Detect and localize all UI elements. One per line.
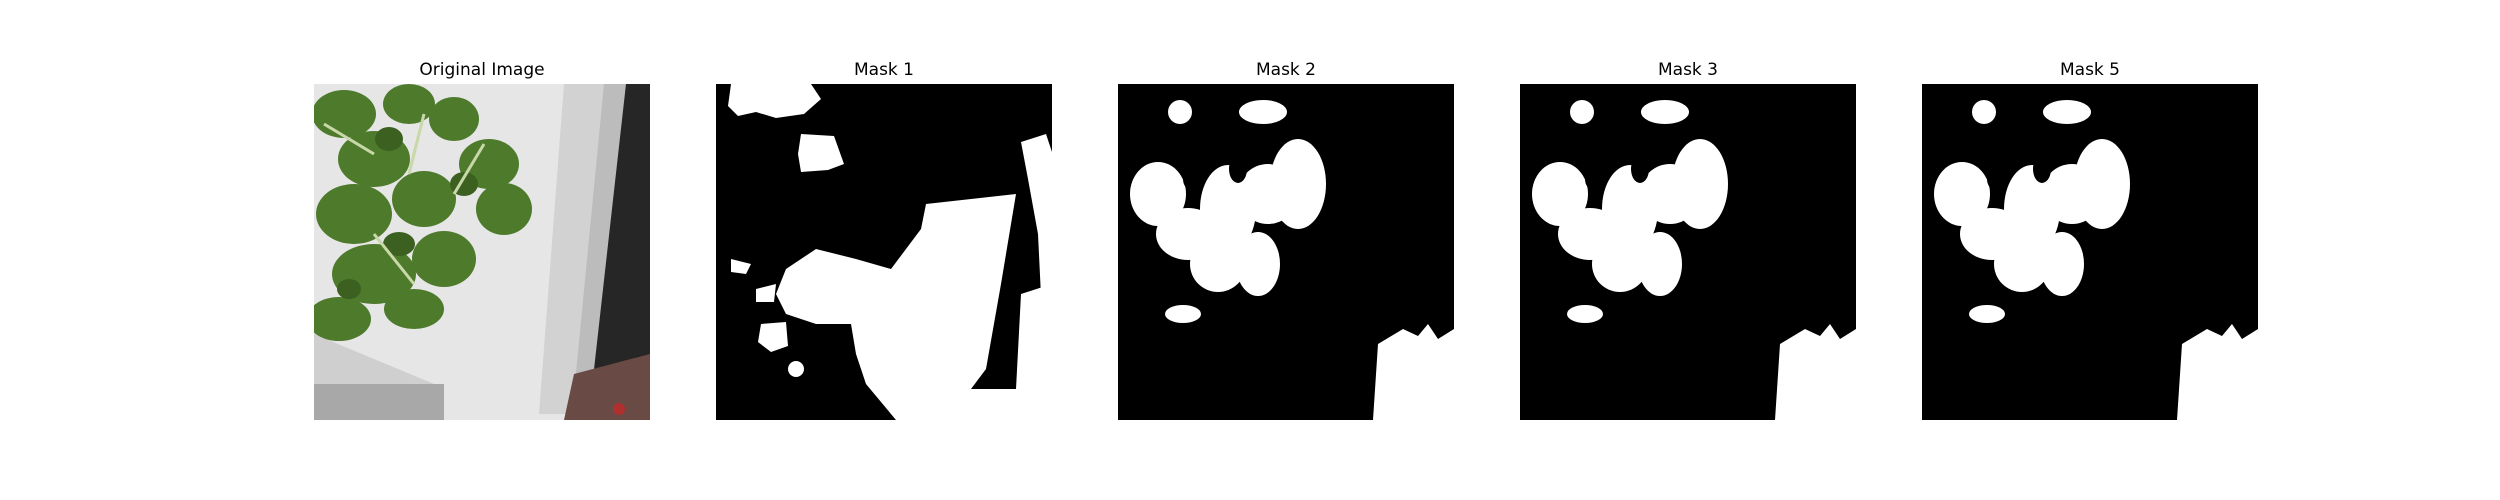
panel-title: Mask 2 [1255,60,1316,80]
mask-2-illustration [1118,84,1454,420]
mask-2-foreground [1130,100,1454,420]
mask-5-image [1922,84,2258,420]
mask-3-foreground [1532,100,1856,420]
plant-photo-illustration [314,84,650,420]
panel-title: Mask 5 [2059,60,2120,80]
mask-1-image [716,84,1052,420]
mask-5-illustration [1922,84,2258,420]
mask-2-image [1118,84,1454,420]
panel-title: Mask 1 [853,60,914,80]
mask-3-illustration [1520,84,1856,420]
original-photo [314,84,650,420]
panel-title: Original Image [419,60,545,80]
mask-5-foreground [1934,100,2258,420]
mask-3-image [1520,84,1856,420]
mask-1-illustration [716,84,1052,420]
panel-title: Mask 3 [1657,60,1718,80]
